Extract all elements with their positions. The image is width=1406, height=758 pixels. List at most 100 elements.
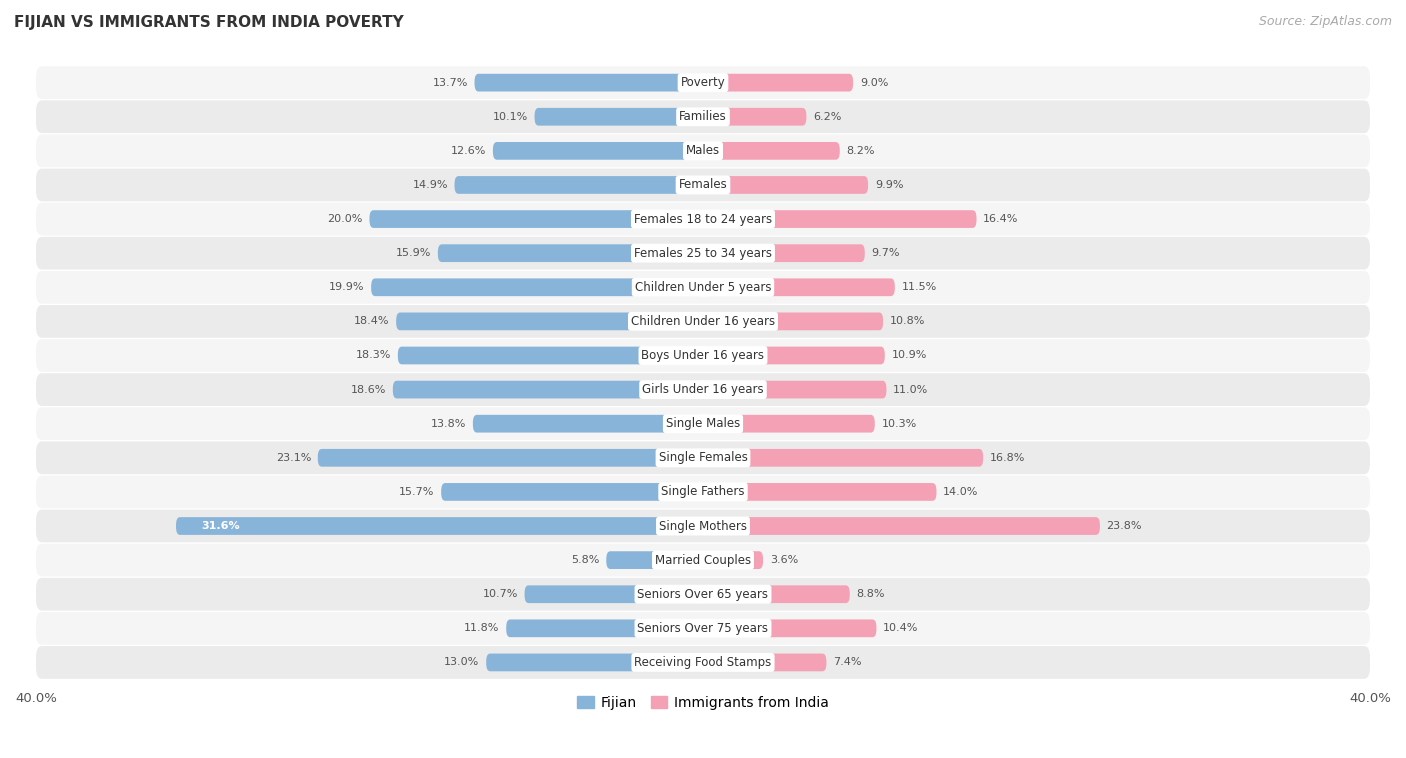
FancyBboxPatch shape [176,517,703,535]
Text: 11.5%: 11.5% [901,282,936,293]
Text: Single Females: Single Females [658,451,748,465]
FancyBboxPatch shape [494,142,703,160]
Text: 16.4%: 16.4% [983,214,1018,224]
FancyBboxPatch shape [37,646,1369,679]
FancyBboxPatch shape [437,244,703,262]
Text: 10.1%: 10.1% [492,111,527,122]
Text: 19.9%: 19.9% [329,282,364,293]
FancyBboxPatch shape [703,108,807,126]
Text: Single Fathers: Single Fathers [661,485,745,499]
FancyBboxPatch shape [37,202,1369,236]
FancyBboxPatch shape [703,483,936,501]
FancyBboxPatch shape [703,449,983,467]
FancyBboxPatch shape [703,653,827,672]
Text: 18.6%: 18.6% [350,384,387,395]
FancyBboxPatch shape [703,585,849,603]
Text: 14.9%: 14.9% [412,180,449,190]
Text: Single Males: Single Males [666,417,740,431]
FancyBboxPatch shape [534,108,703,126]
FancyBboxPatch shape [703,619,876,637]
Text: 9.0%: 9.0% [859,77,889,88]
FancyBboxPatch shape [703,244,865,262]
FancyBboxPatch shape [606,551,703,569]
Text: 3.6%: 3.6% [769,555,799,565]
FancyBboxPatch shape [370,210,703,228]
Text: 10.9%: 10.9% [891,350,927,361]
Text: Seniors Over 65 years: Seniors Over 65 years [637,587,769,601]
FancyBboxPatch shape [703,142,839,160]
Text: 6.2%: 6.2% [813,111,841,122]
FancyBboxPatch shape [37,134,1369,168]
Text: 15.7%: 15.7% [399,487,434,497]
Text: Females 18 to 24 years: Females 18 to 24 years [634,212,772,226]
FancyBboxPatch shape [398,346,703,365]
Text: 15.9%: 15.9% [396,248,432,258]
Text: 9.9%: 9.9% [875,180,903,190]
FancyBboxPatch shape [37,100,1369,133]
Text: Receiving Food Stamps: Receiving Food Stamps [634,656,772,669]
FancyBboxPatch shape [703,74,853,92]
FancyBboxPatch shape [37,407,1369,440]
Text: 18.3%: 18.3% [356,350,391,361]
FancyBboxPatch shape [37,271,1369,304]
Text: 9.7%: 9.7% [872,248,900,258]
FancyBboxPatch shape [441,483,703,501]
Text: Females 25 to 34 years: Females 25 to 34 years [634,246,772,260]
Legend: Fijian, Immigrants from India: Fijian, Immigrants from India [571,690,835,715]
FancyBboxPatch shape [371,278,703,296]
Text: Seniors Over 75 years: Seniors Over 75 years [637,622,769,635]
Text: 18.4%: 18.4% [354,316,389,327]
FancyBboxPatch shape [37,578,1369,611]
Text: 16.8%: 16.8% [990,453,1025,463]
FancyBboxPatch shape [472,415,703,433]
FancyBboxPatch shape [703,278,894,296]
FancyBboxPatch shape [475,74,703,92]
FancyBboxPatch shape [37,509,1369,543]
Text: Girls Under 16 years: Girls Under 16 years [643,383,763,396]
FancyBboxPatch shape [37,441,1369,475]
FancyBboxPatch shape [703,312,883,330]
FancyBboxPatch shape [703,176,868,194]
FancyBboxPatch shape [703,210,977,228]
FancyBboxPatch shape [524,585,703,603]
FancyBboxPatch shape [37,305,1369,338]
Text: 10.3%: 10.3% [882,418,917,429]
FancyBboxPatch shape [37,475,1369,509]
Text: 10.8%: 10.8% [890,316,925,327]
FancyBboxPatch shape [454,176,703,194]
Text: 10.7%: 10.7% [482,589,517,600]
FancyBboxPatch shape [396,312,703,330]
Text: Single Mothers: Single Mothers [659,519,747,533]
FancyBboxPatch shape [37,339,1369,372]
Text: 10.4%: 10.4% [883,623,918,634]
Text: Source: ZipAtlas.com: Source: ZipAtlas.com [1258,15,1392,28]
Text: 11.8%: 11.8% [464,623,499,634]
FancyBboxPatch shape [37,168,1369,202]
FancyBboxPatch shape [318,449,703,467]
FancyBboxPatch shape [703,551,763,569]
FancyBboxPatch shape [37,236,1369,270]
Text: Males: Males [686,144,720,158]
Text: 13.0%: 13.0% [444,657,479,668]
FancyBboxPatch shape [37,612,1369,645]
Text: 14.0%: 14.0% [943,487,979,497]
Text: 13.8%: 13.8% [430,418,467,429]
FancyBboxPatch shape [37,543,1369,577]
FancyBboxPatch shape [703,415,875,433]
FancyBboxPatch shape [506,619,703,637]
FancyBboxPatch shape [37,373,1369,406]
Text: Boys Under 16 years: Boys Under 16 years [641,349,765,362]
Text: 11.0%: 11.0% [893,384,928,395]
Text: 23.1%: 23.1% [276,453,311,463]
FancyBboxPatch shape [703,517,1099,535]
Text: 7.4%: 7.4% [834,657,862,668]
FancyBboxPatch shape [392,381,703,399]
Text: Children Under 5 years: Children Under 5 years [634,280,772,294]
Text: Females: Females [679,178,727,192]
Text: Married Couples: Married Couples [655,553,751,567]
FancyBboxPatch shape [37,66,1369,99]
Text: 8.8%: 8.8% [856,589,884,600]
Text: 31.6%: 31.6% [201,521,239,531]
Text: FIJIAN VS IMMIGRANTS FROM INDIA POVERTY: FIJIAN VS IMMIGRANTS FROM INDIA POVERTY [14,15,404,30]
Text: 5.8%: 5.8% [571,555,599,565]
